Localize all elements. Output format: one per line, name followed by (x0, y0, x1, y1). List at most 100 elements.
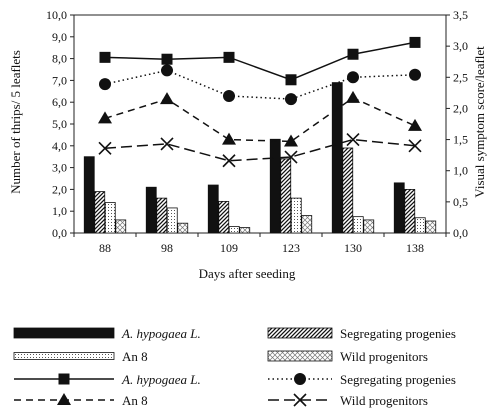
tick-layer: 0,0 1,0 2,0 3,0 4,0 5,0 6,0 7,0 8,0 9,0 10,0 0,0 0,5… (46, 8, 468, 255)
bar (83, 156, 95, 234)
legend-bar-swatch (13, 352, 115, 360)
bar (228, 226, 240, 234)
y-right-tick-label: 1,5 (453, 133, 468, 147)
x-marker (284, 150, 298, 164)
legend: A. hypogaea L. An 8 Segregating progenies W… (13, 326, 456, 408)
series-line (104, 138, 416, 162)
line-layer (98, 36, 422, 168)
legend-label: An 8 (122, 393, 148, 408)
bar (218, 200, 230, 234)
triangle-marker (57, 393, 71, 405)
y-left-tick-label: 6,0 (52, 95, 67, 109)
y-left-tick-label: 4,0 (52, 139, 67, 153)
triangle-marker (408, 118, 422, 131)
bar (301, 215, 313, 234)
legend-bar-swatch (267, 327, 333, 339)
bar (404, 188, 416, 234)
legend-label: Wild progenitors (340, 349, 428, 364)
y-axis-title-left: Number of thrips/ 5 leaflets (8, 50, 23, 194)
bar (207, 184, 219, 234)
square-marker (223, 51, 235, 63)
y-left-tick-label: 3,0 (52, 161, 67, 175)
bar (156, 197, 168, 234)
bar (166, 207, 178, 234)
series-line (104, 96, 416, 143)
circle-marker (285, 93, 297, 106)
bar (393, 182, 405, 234)
bar (290, 197, 302, 234)
y-right-tick-label: 0,0 (453, 226, 468, 240)
x-tick-label: 138 (406, 241, 424, 255)
bar (177, 222, 189, 234)
y-right-tick-label: 2,5 (453, 70, 468, 84)
y-left-tick-label: 9,0 (52, 30, 67, 44)
square-marker (285, 74, 297, 86)
y-axis-title-right: Visual symptom score/leaflet (472, 46, 487, 198)
x-axis-title: Days after seeding (199, 266, 296, 281)
triangle-marker (346, 90, 360, 103)
legend-label: Segregating progenies (340, 372, 456, 387)
triangle-marker (284, 134, 298, 147)
y-right-tick-label: 2,0 (453, 101, 468, 115)
bar (363, 219, 375, 234)
y-left-tick-label: 1,0 (52, 204, 67, 218)
x-tick-label: 109 (220, 241, 238, 255)
bar (239, 227, 251, 234)
y-left-tick-label: 8,0 (52, 52, 67, 66)
bar (425, 220, 437, 234)
x-tick-label: 98 (161, 241, 173, 255)
x-marker (98, 141, 112, 155)
square-marker (99, 51, 111, 63)
y-left-tick-label: 5,0 (52, 117, 67, 131)
legend-label: A. hypogaea L. (121, 326, 201, 341)
y-left-tick-label: 0,0 (52, 226, 67, 240)
y-right-tick-label: 1,0 (453, 164, 468, 178)
triangle-marker (222, 132, 236, 145)
bar (269, 138, 281, 234)
circle-marker (161, 64, 173, 77)
y-left-tick-label: 10,0 (46, 8, 67, 22)
legend-label: Wild progenitors (340, 393, 428, 408)
circle-marker (409, 68, 421, 81)
bar (115, 219, 127, 234)
bar (104, 202, 116, 234)
legend-bar-swatch (267, 350, 333, 362)
bar (352, 216, 364, 234)
triangle-marker (160, 92, 174, 105)
bar (145, 186, 157, 234)
series-line (104, 41, 416, 81)
x-tick-label: 88 (99, 241, 111, 255)
triangle-marker (98, 111, 112, 124)
y-right-tick-label: 0,5 (453, 195, 468, 209)
x-tick-label: 130 (344, 241, 362, 255)
x-marker (293, 393, 307, 407)
square-marker (347, 48, 359, 60)
legend-label: An 8 (122, 349, 148, 364)
legend-label: A. hypogaea L. (121, 372, 201, 387)
x-marker (222, 154, 236, 168)
y-right-tick-label: 3,0 (453, 39, 468, 53)
circle-marker (294, 373, 306, 385)
x-marker (346, 133, 360, 147)
circle-marker (347, 71, 359, 84)
bar (94, 191, 106, 234)
y-left-tick-label: 2,0 (52, 182, 67, 196)
square-marker (161, 53, 173, 65)
bar-layer (83, 82, 437, 234)
y-right-tick-label: 3,5 (453, 8, 468, 22)
x-marker (160, 137, 174, 151)
circle-marker (223, 89, 235, 102)
series-line (104, 69, 416, 100)
y-left-tick-label: 7,0 (52, 73, 67, 87)
square-marker (409, 36, 421, 48)
bar (280, 158, 292, 234)
x-tick-label: 123 (282, 241, 300, 255)
square-marker (58, 373, 70, 385)
x-marker (408, 139, 422, 153)
legend-bar-swatch (13, 327, 115, 339)
bar (414, 217, 426, 234)
bar (342, 147, 354, 234)
circle-marker (99, 78, 111, 91)
legend-label: Segregating progenies (340, 326, 456, 341)
